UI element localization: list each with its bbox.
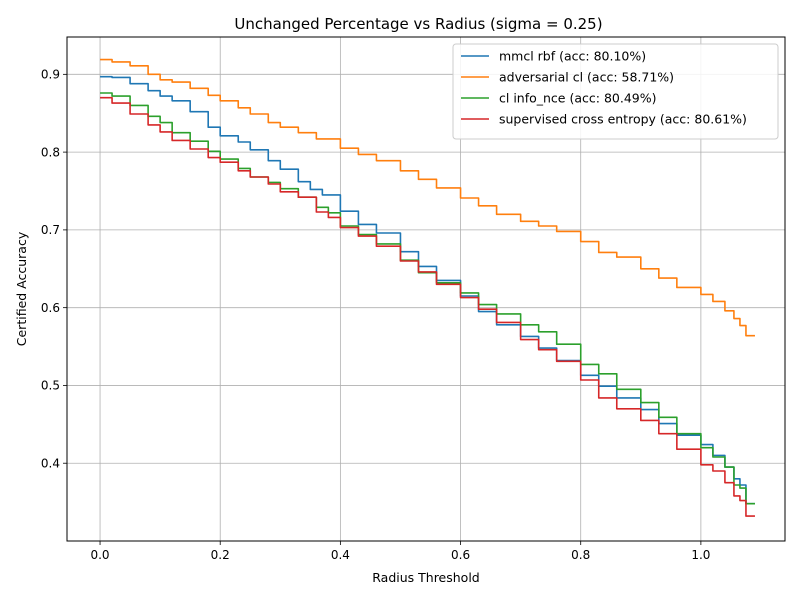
- series-lines: [100, 58, 755, 517]
- axis-ticks: 0.0 0.2 0.4 0.6 0.8 1.0 0.4 0.5 0.6 0.7 0.8 0.9: [41, 68, 711, 562]
- plot-frame: [66, 36, 786, 542]
- series-line-1: [100, 58, 755, 337]
- legend-label: cl info_nce (acc: 80.49%): [499, 91, 656, 106]
- y-tick-label: 0.7: [41, 223, 60, 237]
- x-tick-label: 0.0: [90, 548, 109, 562]
- x-tick-label: 0.6: [451, 548, 470, 562]
- y-tick-label: 0.8: [41, 145, 60, 159]
- legend-label: adversarial cl (acc: 58.71%): [499, 70, 674, 85]
- x-tick-label: 1.0: [691, 548, 710, 562]
- legend: mmcl rbf (acc: 80.10%) adversarial cl (ac…: [452, 43, 779, 140]
- y-tick-label: 0.9: [41, 68, 60, 82]
- y-axis-label: Certified Accuracy: [14, 231, 29, 346]
- grid: [67, 37, 785, 541]
- y-tick-label: 0.5: [41, 379, 60, 393]
- legend-label: mmcl rbf (acc: 80.10%): [499, 49, 646, 64]
- y-tick-label: 0.4: [41, 457, 60, 471]
- x-tick-label: 0.2: [211, 548, 230, 562]
- series-line-3: [100, 96, 755, 517]
- x-tick-label: 0.4: [331, 548, 350, 562]
- x-tick-label: 0.8: [571, 548, 590, 562]
- x-axis-label: Radius Threshold: [372, 570, 480, 585]
- legend-box: [452, 43, 779, 140]
- chart-title: Unchanged Percentage vs Radius (sigma = …: [234, 15, 602, 33]
- y-tick-label: 0.6: [41, 301, 60, 315]
- legend-label: supervised cross entropy (acc: 80.61%): [499, 112, 747, 127]
